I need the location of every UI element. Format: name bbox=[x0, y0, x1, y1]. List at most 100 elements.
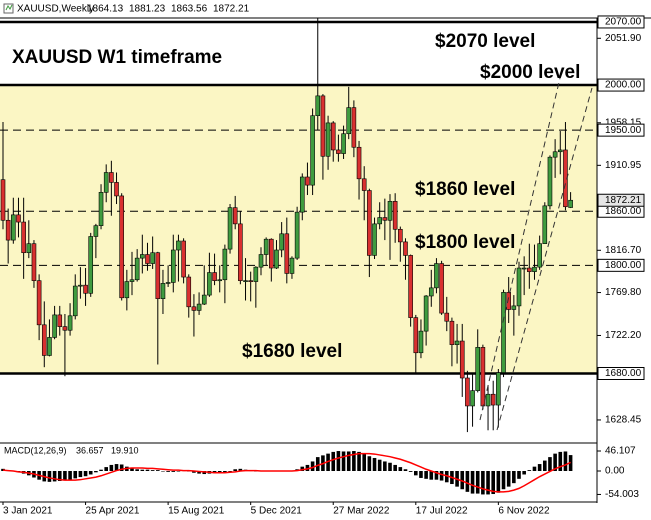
chart-title: XAUUSD W1 timeframe bbox=[12, 47, 222, 68]
candle-body bbox=[145, 254, 150, 264]
candle-body bbox=[423, 295, 429, 332]
candle-body bbox=[72, 285, 78, 317]
macd-bar bbox=[68, 471, 72, 480]
candle-body bbox=[78, 284, 83, 287]
macd-bar bbox=[481, 471, 485, 495]
candle-body bbox=[372, 223, 377, 256]
y-tick-label: 1769.80 bbox=[605, 287, 642, 298]
macd-bar bbox=[315, 457, 320, 472]
candle-body bbox=[119, 195, 124, 299]
candle-body bbox=[547, 156, 553, 207]
candle-body bbox=[57, 314, 63, 327]
candle-body bbox=[465, 377, 470, 407]
macd-bar bbox=[486, 471, 490, 495]
candle-body bbox=[568, 199, 573, 208]
signal-line bbox=[2, 452, 571, 493]
header-open: 1864.13 bbox=[87, 4, 124, 15]
candle-body bbox=[124, 281, 130, 299]
candle-body bbox=[181, 240, 186, 278]
macd-bar bbox=[63, 471, 67, 481]
macd-bar bbox=[238, 468, 243, 472]
candle-body bbox=[31, 243, 37, 281]
candle-body bbox=[454, 340, 460, 345]
candle-body bbox=[196, 303, 202, 311]
y-tick-label: 1722.20 bbox=[605, 330, 642, 341]
channel-line bbox=[496, 87, 593, 431]
header-close: 1872.21 bbox=[213, 4, 250, 15]
current-price-label: 1872.21 bbox=[605, 195, 642, 206]
candle-body bbox=[36, 280, 42, 326]
candle-body bbox=[98, 192, 104, 226]
candle-body bbox=[361, 178, 367, 191]
macd-bar bbox=[94, 471, 98, 473]
macd-bar bbox=[326, 453, 330, 472]
candle-body bbox=[207, 272, 212, 296]
candle-body bbox=[186, 276, 192, 308]
macd-bar bbox=[429, 471, 434, 480]
macd-bar bbox=[166, 471, 170, 472]
macd-bar bbox=[57, 471, 62, 481]
symbol: XAUUSD,Weekly bbox=[17, 4, 94, 15]
candle-body bbox=[248, 280, 253, 282]
candle-body bbox=[165, 282, 171, 284]
macd-bar bbox=[532, 466, 537, 472]
y-tick-label: 1628.45 bbox=[605, 415, 642, 426]
candle-body bbox=[232, 207, 238, 225]
candle-body bbox=[88, 236, 94, 294]
symbol-icon bbox=[3, 3, 14, 14]
macd-bar bbox=[434, 471, 439, 480]
candle-body bbox=[408, 255, 413, 318]
macd-bar bbox=[47, 471, 52, 482]
annotation: $1860 level bbox=[415, 179, 515, 200]
candle-body bbox=[140, 254, 145, 259]
annotation: $2070 level bbox=[435, 31, 535, 52]
macd-bar bbox=[331, 451, 336, 472]
candle-body bbox=[284, 233, 290, 274]
level-label-box bbox=[597, 366, 645, 380]
channel-line bbox=[479, 77, 561, 421]
candle-body bbox=[263, 238, 269, 255]
candle-body bbox=[506, 292, 511, 310]
macd-bar bbox=[171, 471, 176, 472]
macd-bar bbox=[140, 469, 145, 472]
candle-body bbox=[238, 223, 243, 281]
candle-body bbox=[413, 317, 419, 354]
header-high: 1881.23 bbox=[129, 4, 166, 15]
macd-bar bbox=[419, 471, 423, 478]
level-label: 2000.00 bbox=[605, 80, 642, 91]
macd-bar bbox=[150, 470, 155, 472]
macd-bar bbox=[217, 471, 222, 473]
candle-body bbox=[310, 115, 315, 186]
candle-body bbox=[351, 107, 357, 148]
annotation: $1680 level bbox=[242, 341, 342, 362]
candle-body bbox=[325, 122, 331, 157]
macd-bar bbox=[475, 471, 480, 494]
candle-body bbox=[537, 243, 542, 268]
overlay-layer bbox=[479, 77, 593, 431]
macd-bar bbox=[424, 471, 428, 479]
macd-bar bbox=[377, 459, 382, 472]
macd-bar bbox=[548, 457, 552, 472]
candle-body bbox=[346, 107, 352, 135]
annotation: $1800 level bbox=[415, 232, 515, 253]
candle-body bbox=[212, 272, 217, 281]
candle-body bbox=[62, 326, 68, 331]
candle-body bbox=[439, 263, 444, 314]
candle-body bbox=[459, 340, 465, 379]
x-tick-label: 17 Jul 2022 bbox=[416, 506, 468, 517]
candle-body bbox=[387, 201, 393, 221]
macd-bar bbox=[161, 471, 165, 472]
candle-body bbox=[496, 372, 501, 406]
macd-bar bbox=[388, 462, 392, 472]
candle-body bbox=[341, 133, 346, 154]
macd-bar bbox=[88, 471, 93, 475]
candle-body bbox=[516, 267, 522, 307]
candle-body bbox=[470, 390, 475, 407]
y-tick-label: -54.003 bbox=[605, 489, 639, 500]
level-label-box bbox=[597, 258, 645, 272]
candle-body bbox=[299, 176, 305, 213]
macd-bar bbox=[300, 466, 305, 472]
macd-bar bbox=[403, 469, 408, 472]
candle-body bbox=[11, 214, 16, 241]
